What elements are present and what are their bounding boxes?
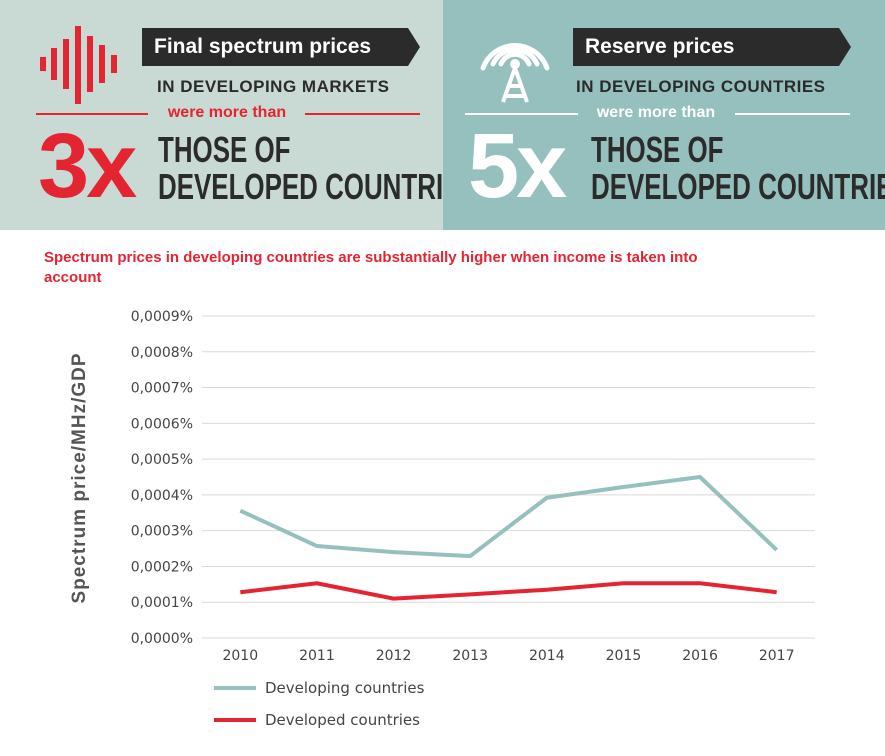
big-number-5x: 5x [468, 115, 567, 217]
big-number-3x: 3x [38, 115, 137, 217]
chart-title: Spectrum prices in developing countries … [44, 249, 698, 286]
y-tick-label: 0,0007% [131, 381, 193, 397]
y-tick-label: 0,0005% [131, 452, 193, 468]
series-line-developed [240, 581, 777, 601]
x-tick-label: 2014 [529, 648, 565, 664]
y-tick-label: 0,0004% [131, 488, 193, 504]
left-infographic-panel: Final spectrum prices IN DEVELOPING MARK… [0, 0, 478, 230]
y-tick-label: 0,0002% [131, 559, 193, 575]
antenna-tower-icon [480, 42, 550, 103]
y-tick-label: 0,0006% [131, 416, 193, 432]
developed-countries-line: DEVELOPED COUNTRIES [591, 166, 885, 207]
those-of-line: THOSE OF [591, 129, 724, 170]
subtitle-developing-markets: IN DEVELOPING MARKETS [157, 77, 390, 96]
divider-left [465, 113, 578, 115]
line-chart: 0,0000% 0,0001% 0,0002% 0,0003% 0,0004% 0,000… [131, 309, 815, 664]
banner-final-spectrum-prices: Final spectrum prices [142, 28, 420, 66]
x-tick-label: 2017 [759, 648, 795, 664]
divider-right [735, 113, 850, 115]
connector-text: were more than [596, 104, 716, 121]
y-tick-label: 0,0009% [131, 309, 193, 325]
y-tick-label: 0,0000% [131, 631, 193, 647]
y-tick-label: 0,0008% [131, 345, 193, 361]
developed-countries-line: DEVELOPED COUNTRIES [158, 166, 478, 207]
divider-right [305, 113, 420, 115]
sound-wave-icon [40, 26, 117, 104]
legend-label-developed: Developed countries [265, 711, 420, 729]
legend-developed: Developed countries [214, 709, 420, 731]
x-tick-label: 2015 [606, 648, 642, 664]
x-tick-label: 2010 [222, 648, 258, 664]
subtitle-developing-countries: IN DEVELOPING COUNTRIES [576, 77, 826, 96]
divider-left [36, 113, 148, 115]
x-tick-label: 2013 [452, 648, 488, 664]
connector-text: were more than [167, 104, 287, 121]
banner-reserve-prices: Reserve prices [573, 28, 851, 66]
y-tick-label: 0,0003% [131, 524, 193, 540]
legend-swatch-developed [214, 718, 256, 722]
x-tick-label: 2011 [299, 648, 335, 664]
x-tick-label: 2016 [682, 648, 718, 664]
right-infographic-panel: Reserve prices IN DEVELOPING COUNTRIES w… [443, 0, 885, 230]
legend-swatch-developing [214, 686, 256, 690]
x-tick-label: 2012 [376, 648, 412, 664]
legend-label-developing: Developing countries [265, 679, 425, 697]
legend-developing: Developing countries [214, 677, 424, 699]
series-line-developing [239, 475, 779, 559]
those-of-line: THOSE OF [158, 129, 291, 170]
y-tick-label: 0,0001% [131, 595, 193, 611]
